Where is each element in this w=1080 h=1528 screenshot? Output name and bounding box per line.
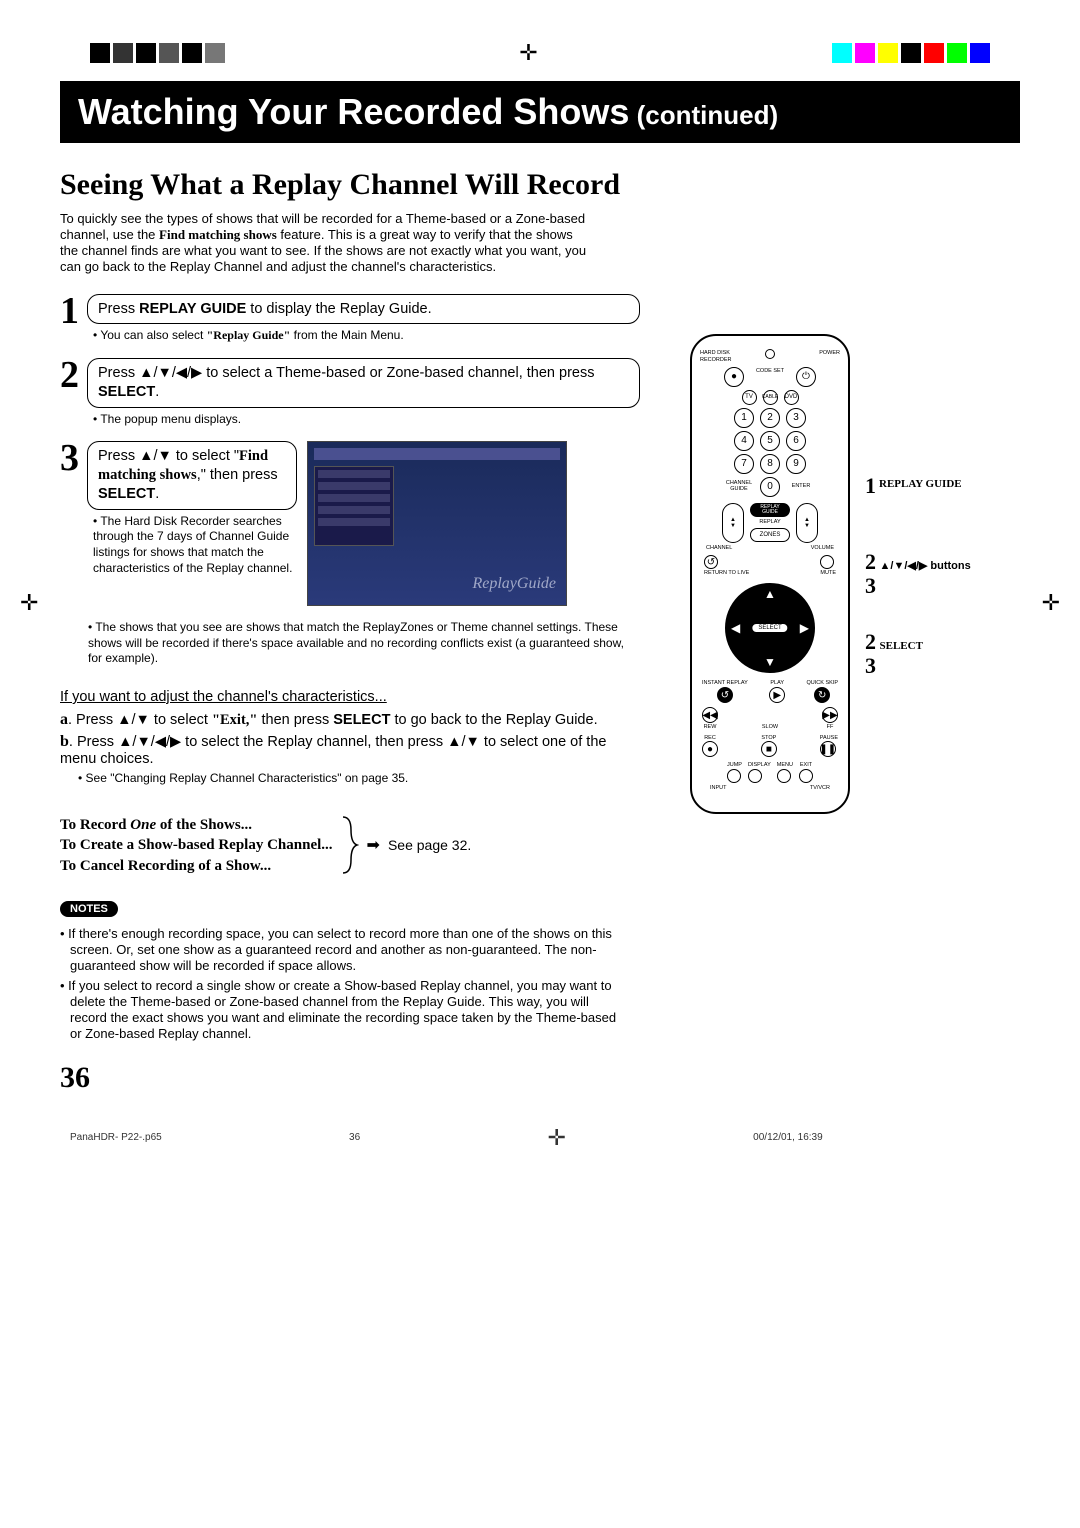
- remote-callouts: 1 REPLAY GUIDE 2 ▲/▼/◀/▶ buttons 3 2 SEL…: [865, 474, 971, 691]
- num-6-button[interactable]: 6: [786, 431, 806, 451]
- footer-row: PanaHDR- P22-.p65 36 ✛ 00/12/01, 16:39: [60, 1125, 1020, 1151]
- footer-page: 36: [349, 1132, 360, 1143]
- intro-feature-name: Find matching shows: [159, 227, 277, 242]
- step-2-note: The popup menu displays.: [93, 412, 640, 428]
- pause-button[interactable]: ❚❚: [820, 741, 836, 757]
- rew-button[interactable]: ◀◀: [702, 707, 718, 723]
- register-mark-left: ✛: [20, 590, 38, 616]
- num-8-button[interactable]: 8: [760, 454, 780, 474]
- replay-guide-button[interactable]: REPLAYGUIDE: [750, 503, 790, 517]
- step-1-instruction: Press REPLAY GUIDE to display the Replay…: [87, 294, 640, 325]
- return-button[interactable]: ↺: [704, 555, 718, 569]
- step-2-instruction: Press ▲/▼/◀/▶ to select a Theme-based or…: [87, 358, 640, 408]
- step-1-note: You can also select "Replay Guide" from …: [93, 328, 640, 344]
- num-0-button[interactable]: 0: [760, 477, 780, 497]
- page-title-banner: Watching Your Recorded Shows (continued): [60, 81, 1020, 143]
- rec-button[interactable]: ●: [702, 741, 718, 757]
- step-3-instruction: Press ▲/▼ to select "Find matching shows…: [87, 441, 297, 510]
- related-tasks-block: To Record One of the Shows... To Create …: [60, 815, 640, 876]
- channel-rocker[interactable]: ▲▼: [722, 503, 744, 543]
- color-swatches: [832, 43, 990, 63]
- note-2: If you select to record a single show or…: [60, 978, 620, 1043]
- adjust-option-b: b. Press ▲/▼/◀/▶ to select the Replay ch…: [60, 733, 640, 767]
- register-mark-top: ✛: [519, 40, 537, 66]
- step-3-number: 3: [60, 441, 79, 606]
- notes-list: If there's enough recording space, you c…: [60, 926, 620, 1043]
- instructions-column: 1 Press REPLAY GUIDE to display the Repl…: [60, 294, 640, 1095]
- num-9-button[interactable]: 9: [786, 454, 806, 474]
- step-3: 3 Press ▲/▼ to select "Find matching sho…: [60, 441, 640, 606]
- right-arrow-icon: ▶: [800, 621, 809, 635]
- adjust-see-reference: See "Changing Replay Channel Characteris…: [78, 771, 640, 785]
- arrow-right-icon: ➡: [367, 835, 380, 855]
- menu-button[interactable]: [777, 769, 791, 783]
- crop-marks-row: ✛: [60, 40, 1020, 66]
- task-create-channel: To Create a Show-based Replay Channel...: [60, 835, 333, 855]
- play-button[interactable]: ▶: [769, 687, 785, 703]
- jump-button[interactable]: [727, 769, 741, 783]
- banner-continued: (continued): [629, 100, 778, 130]
- volume-rocker[interactable]: ▲▼: [796, 503, 818, 543]
- hdd-button[interactable]: ●: [724, 367, 744, 387]
- footer-filename: PanaHDR- P22-.p65: [70, 1132, 162, 1143]
- register-mark-right: ✛: [1042, 590, 1060, 616]
- screenshot-watermark: ReplayGuide: [472, 574, 556, 595]
- tv-button[interactable]: TV: [742, 390, 757, 405]
- up-arrow-icon: ▲: [764, 587, 776, 601]
- ff-button[interactable]: ▶▶: [822, 707, 838, 723]
- step-1-number: 1: [60, 294, 79, 344]
- quick-skip-button[interactable]: ↻: [814, 687, 830, 703]
- cable-button[interactable]: CABLE: [763, 390, 778, 405]
- led-icon: [765, 349, 775, 359]
- replay-guide-screenshot: ReplayGuide: [307, 441, 567, 606]
- num-7-button[interactable]: 7: [734, 454, 754, 474]
- select-button[interactable]: SELECT: [751, 623, 788, 633]
- footer-date: 00/12/01, 16:39: [753, 1132, 823, 1143]
- dvd-button[interactable]: DVD: [784, 390, 799, 405]
- callout-select: 2 SELECT 3: [865, 630, 971, 678]
- exit-button[interactable]: [799, 769, 813, 783]
- task-record-one: To Record One of the Shows...: [60, 815, 333, 835]
- register-mark-bottom: ✛: [547, 1125, 565, 1151]
- step-3-extra-note: The shows that you see are shows that ma…: [88, 620, 640, 667]
- curly-brace-icon: [341, 815, 359, 875]
- stop-button[interactable]: ■: [761, 741, 777, 757]
- instant-replay-button[interactable]: ↺: [717, 687, 733, 703]
- remote-control-diagram: HARD DISK RECORDER POWER ● CODE SET ⏻ TV…: [690, 334, 850, 815]
- num-4-button[interactable]: 4: [734, 431, 754, 451]
- power-button[interactable]: ⏻: [796, 367, 816, 387]
- note-1: If there's enough recording space, you c…: [60, 926, 620, 975]
- adjust-option-a: a. Press ▲/▼ to select "Exit," then pres…: [60, 711, 640, 729]
- num-5-button[interactable]: 5: [760, 431, 780, 451]
- page-number: 36: [60, 1061, 640, 1095]
- banner-title-text: Watching Your Recorded Shows: [78, 91, 629, 132]
- down-arrow-icon: ▼: [764, 655, 776, 669]
- see-page-reference: See page 32.: [388, 837, 471, 853]
- step-2: 2 Press ▲/▼/◀/▶ to select a Theme-based …: [60, 358, 640, 427]
- remote-column: HARD DISK RECORDER POWER ● CODE SET ⏻ TV…: [665, 294, 1020, 1095]
- callout-replay-guide: 1 REPLAY GUIDE: [865, 474, 971, 498]
- step-1: 1 Press REPLAY GUIDE to display the Repl…: [60, 294, 640, 344]
- dpad[interactable]: ▲ ▼ ◀ ▶ SELECT: [725, 583, 815, 673]
- greyscale-swatches: [90, 43, 225, 63]
- zones-button[interactable]: ZONES: [750, 528, 790, 542]
- left-arrow-icon: ◀: [731, 621, 740, 635]
- mute-button[interactable]: [820, 555, 834, 569]
- section-heading: Seeing What a Replay Channel Will Record: [60, 168, 1020, 203]
- num-3-button[interactable]: 3: [786, 408, 806, 428]
- callout-arrows: 2 ▲/▼/◀/▶ buttons 3: [865, 550, 971, 598]
- num-2-button[interactable]: 2: [760, 408, 780, 428]
- step-3-note: The Hard Disk Recorder searches through …: [93, 514, 297, 576]
- step-2-number: 2: [60, 358, 79, 427]
- intro-paragraph: To quickly see the types of shows that w…: [60, 211, 590, 276]
- adjust-heading: If you want to adjust the channel's char…: [60, 689, 640, 705]
- notes-label: NOTES: [60, 901, 118, 917]
- task-cancel-recording: To Cancel Recording of a Show...: [60, 856, 333, 876]
- display-button[interactable]: [748, 769, 762, 783]
- num-1-button[interactable]: 1: [734, 408, 754, 428]
